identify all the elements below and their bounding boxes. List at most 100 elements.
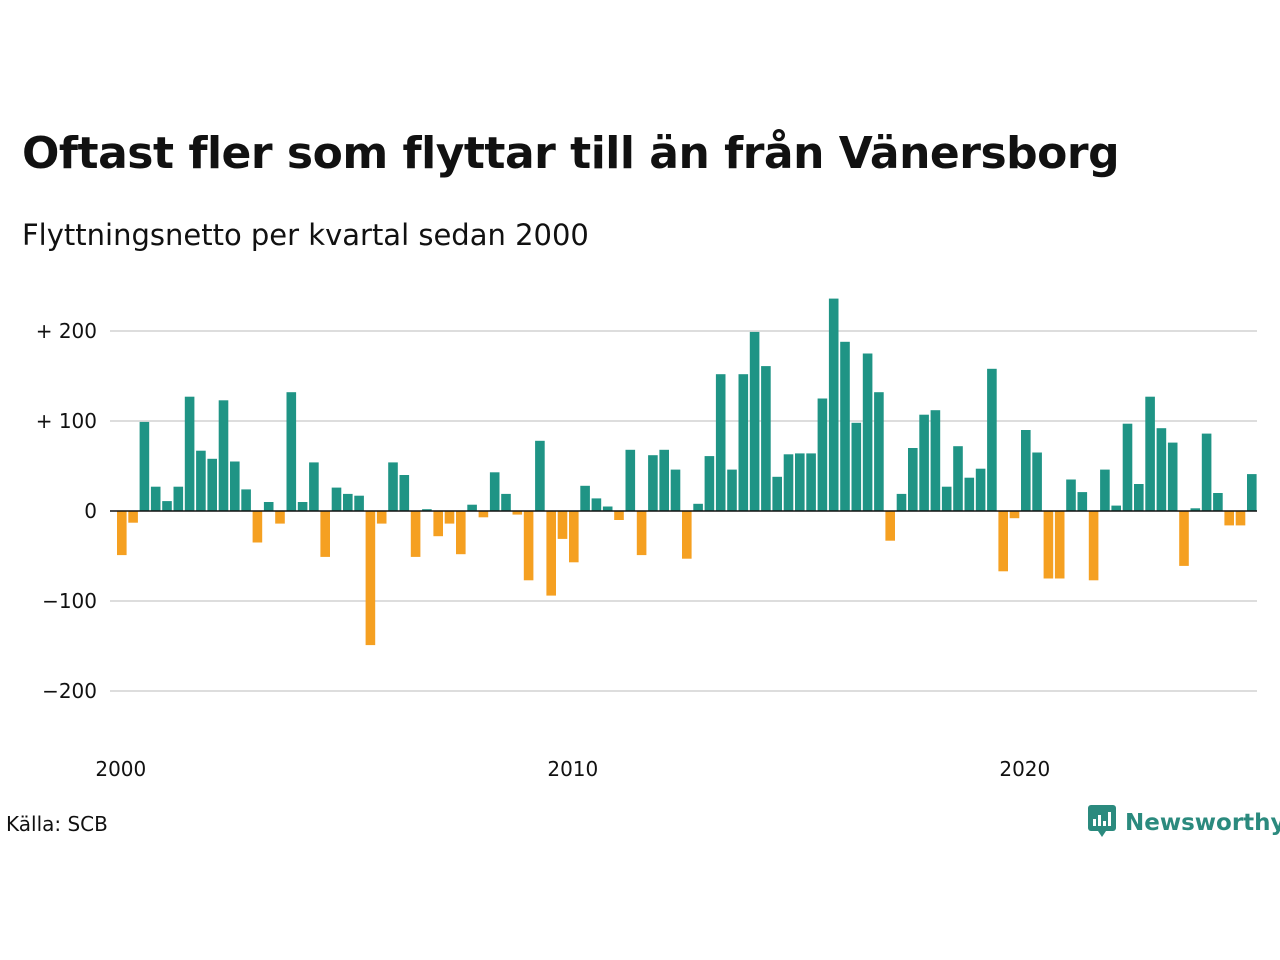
bar	[727, 469, 737, 511]
bar	[749, 331, 760, 511]
brand-logo: Newsworthy	[1087, 804, 1280, 842]
bar	[636, 511, 647, 556]
bar	[1032, 452, 1042, 511]
y-axis-labels: + 200 + 100 0 −100 −200	[36, 319, 97, 703]
bar	[410, 511, 421, 557]
bar	[828, 298, 839, 511]
bar	[1167, 442, 1178, 511]
bar	[602, 506, 613, 511]
bar	[173, 486, 184, 511]
bar	[1213, 493, 1223, 511]
bar	[139, 421, 150, 511]
y-tick-label: −200	[42, 679, 97, 703]
bar	[1054, 511, 1065, 579]
bar	[1077, 492, 1088, 511]
bar	[252, 511, 263, 543]
bar	[693, 503, 703, 511]
bar	[467, 504, 477, 511]
bar	[1066, 479, 1076, 511]
bar	[343, 493, 353, 511]
bar	[840, 341, 850, 511]
bar	[456, 511, 466, 555]
bar	[297, 502, 308, 511]
bar	[1021, 430, 1031, 511]
bar	[625, 449, 636, 511]
bar	[263, 502, 274, 511]
bar	[388, 462, 398, 511]
bar	[1088, 511, 1099, 581]
bar	[512, 511, 523, 515]
y-tick-label: + 200	[36, 319, 97, 343]
bar	[162, 501, 172, 511]
bar	[569, 511, 579, 563]
bar	[1247, 474, 1257, 511]
bar	[659, 449, 669, 511]
bar	[1201, 433, 1212, 511]
bar	[975, 468, 986, 511]
bar	[930, 410, 941, 511]
bar	[908, 448, 918, 511]
bar	[331, 487, 342, 511]
bar	[309, 462, 319, 511]
bar	[150, 486, 161, 511]
bar	[885, 511, 895, 541]
bar	[614, 511, 624, 520]
bar	[117, 511, 127, 556]
x-tick-label: 2010	[547, 757, 598, 781]
bar	[275, 511, 285, 524]
bar	[196, 450, 206, 511]
bar	[580, 485, 590, 511]
bar	[241, 489, 251, 511]
grid-lines	[110, 330, 1257, 692]
bar	[1145, 396, 1155, 511]
bar	[376, 511, 387, 524]
y-tick-label: −100	[42, 589, 97, 613]
bar	[1224, 511, 1234, 526]
bar	[1009, 511, 1020, 519]
bar	[1235, 511, 1246, 526]
bar	[365, 511, 376, 646]
bar	[230, 461, 240, 511]
bar	[670, 469, 681, 511]
bar	[433, 511, 443, 537]
bars	[117, 298, 1257, 646]
bar	[523, 511, 534, 581]
bar	[704, 456, 715, 511]
bar	[941, 486, 952, 511]
bar	[738, 374, 749, 511]
bar	[1134, 484, 1144, 511]
bar	[987, 368, 997, 511]
bar	[286, 392, 297, 511]
bar	[422, 509, 432, 511]
bar	[320, 511, 330, 557]
bar	[817, 398, 828, 511]
bar	[953, 446, 963, 511]
bar	[207, 458, 217, 511]
bar	[354, 495, 364, 511]
bar	[896, 493, 907, 511]
bar	[1111, 505, 1121, 511]
bar	[218, 400, 229, 511]
bar	[1122, 423, 1133, 511]
x-axis-labels: 2000 2010 2020	[95, 757, 1050, 781]
bar	[1179, 511, 1189, 566]
x-tick-label: 2020	[999, 757, 1050, 781]
brand-name: Newsworthy	[1125, 810, 1280, 836]
bar	[489, 472, 500, 511]
y-tick-label: + 100	[36, 409, 97, 433]
bar	[795, 453, 805, 511]
bar	[648, 455, 658, 511]
chart-title: Oftast fler som flyttar till än från Vän…	[22, 128, 1120, 179]
bar	[715, 374, 726, 511]
bar	[874, 392, 884, 511]
bar	[128, 511, 138, 523]
bar	[851, 422, 862, 511]
bar	[501, 493, 511, 511]
bar	[772, 476, 782, 511]
bar	[862, 353, 873, 511]
bar	[682, 511, 692, 559]
bar	[1156, 428, 1167, 511]
bar	[761, 366, 771, 511]
bar	[1100, 469, 1110, 511]
bar	[591, 498, 602, 511]
